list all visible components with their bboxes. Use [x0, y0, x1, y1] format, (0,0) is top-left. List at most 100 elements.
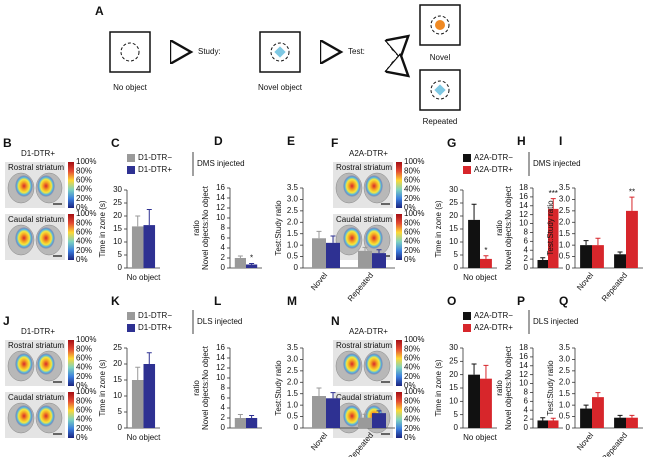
y-tick-label: 4 [524, 405, 529, 414]
bar [468, 374, 480, 428]
legend-swatch [127, 166, 135, 174]
x-tick-label: Novel [309, 271, 329, 293]
y-tick-label: 5 [118, 407, 123, 416]
error-bar [376, 410, 382, 414]
y-tick-label: 2 [524, 254, 529, 263]
caption: Novel object [258, 83, 303, 92]
colorbar-label: 0% [404, 203, 416, 212]
colorbar-label: 60% [76, 406, 92, 415]
panel-label: L [214, 294, 221, 308]
x-tick-label: No object [463, 433, 498, 442]
significance: * [484, 246, 487, 255]
y-tick-label: 0.5 [287, 412, 299, 421]
y-tick-label: 8 [524, 388, 529, 397]
bar [312, 396, 326, 428]
y-tick-label: 1.5 [559, 229, 571, 238]
heat-blob [365, 175, 383, 197]
bar [614, 417, 626, 428]
colorbar-label: 0% [76, 433, 88, 442]
colorbar-label: 0% [76, 203, 88, 212]
legend-label: D1-DTR− [138, 311, 172, 320]
heat-blob [343, 175, 361, 197]
x-tick-label: Novel [309, 431, 329, 453]
legend-note: DMS injected [533, 159, 581, 168]
arena [419, 4, 461, 46]
y-tick-label: 18 [519, 343, 528, 352]
y-tick-label: 18 [519, 183, 528, 192]
significance: *** [549, 189, 558, 198]
error-bar [550, 417, 556, 421]
bar [143, 364, 156, 428]
panel-label: N [331, 314, 340, 328]
error-bar [629, 196, 635, 211]
error-bar [583, 240, 589, 246]
panel-label: J [3, 314, 10, 328]
error-bar [237, 255, 243, 258]
legend-note: DLS injected [197, 317, 242, 326]
error-bar [146, 209, 152, 226]
y-tick-label: 6 [221, 233, 226, 242]
y-tick-label: 0 [221, 263, 226, 272]
bar [537, 420, 548, 428]
bar [626, 417, 638, 428]
y-tick-label: 2.0 [559, 377, 571, 386]
heat-blob [15, 405, 33, 427]
colorbar-label: 80% [76, 396, 92, 405]
panel-label: P [517, 294, 525, 308]
legend-note: DMS injected [197, 159, 245, 168]
y-tick-label: 16 [519, 192, 528, 201]
heat-blob [343, 227, 361, 249]
y-tick-label: 3.0 [559, 195, 571, 204]
panel-label: G [447, 136, 456, 150]
y-tick-label: 0 [566, 263, 571, 272]
colorbar [68, 340, 74, 386]
y-tick-label: 30 [113, 185, 122, 194]
panel-label: O [447, 294, 456, 308]
panel-title: A2A-DTR+ [349, 149, 388, 158]
y-tick-label: 2.0 [287, 217, 299, 226]
bar [548, 420, 559, 428]
bar [312, 238, 326, 268]
error-bar [330, 392, 336, 399]
y-tick-label: 30 [449, 185, 458, 194]
y-tick-label: 30 [449, 343, 458, 352]
error-bar [135, 215, 141, 227]
y-tick-label: 0 [566, 423, 571, 432]
y-axis-label: Time in zone (s) [98, 359, 107, 416]
colorbar [396, 214, 402, 260]
colorbar-label: 60% [404, 228, 420, 237]
panel-label: F [331, 136, 338, 150]
y-tick-label: 4 [221, 403, 226, 412]
colorbar-label: 100% [76, 209, 96, 218]
bar [326, 398, 340, 428]
colorbar-label: 40% [76, 363, 92, 372]
y-tick-label: 1.0 [559, 240, 571, 249]
bar [234, 418, 246, 428]
colorbar-label: 40% [404, 237, 420, 246]
zone [430, 80, 450, 100]
colorbar [68, 162, 74, 208]
colorbar-label: 20% [76, 246, 92, 255]
error-bar [617, 251, 623, 255]
bar [246, 418, 258, 428]
y-tick-label: 0 [454, 263, 459, 272]
colorbar [396, 340, 402, 386]
colorbar-label: 80% [404, 218, 420, 227]
x-tick-label: Novel [575, 431, 595, 453]
y-tick-label: 2 [221, 413, 226, 422]
heat-blob [37, 227, 55, 249]
y-axis-label: Test:Study ratio [546, 360, 555, 416]
colorbar-label: 100% [76, 157, 96, 166]
panel-label: K [111, 294, 120, 308]
y-tick-label: 8 [524, 228, 529, 237]
y-tick-label: 0.5 [559, 412, 571, 421]
y-tick-label: 0 [454, 423, 459, 432]
colorbar [396, 392, 402, 438]
y-tick-label: 3.0 [287, 355, 299, 364]
y-tick-label: 10 [216, 213, 225, 222]
caption: Study: [198, 47, 221, 56]
y-tick-label: 2.5 [287, 206, 299, 215]
heat-blob [15, 175, 33, 197]
y-tick-label: 2.5 [287, 366, 299, 375]
y-tick-label: 2.0 [287, 377, 299, 386]
